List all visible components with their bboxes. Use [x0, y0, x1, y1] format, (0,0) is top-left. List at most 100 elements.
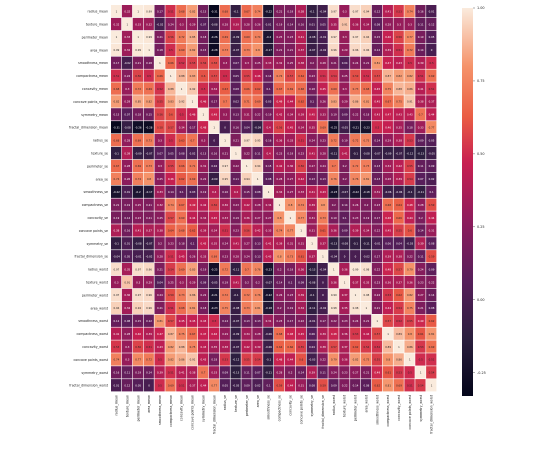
- cell-value-label: 0.28: [385, 177, 391, 181]
- heatmap-cell: [187, 301, 198, 314]
- cell-value-label: 0.19: [233, 216, 239, 220]
- cell-value-label: 0.34: [244, 332, 250, 336]
- heatmap-cell: [284, 185, 296, 198]
- cell-value-label: 0.42: [244, 345, 250, 349]
- heatmap-cell: [121, 43, 133, 56]
- heatmap-cell: [121, 314, 133, 327]
- cell-value-label: -0.02: [146, 254, 153, 258]
- heatmap-cell: [208, 288, 220, 302]
- cell-value-label: 0.72: [146, 358, 152, 362]
- heatmap-cell: [132, 314, 143, 327]
- cell-value-label: 0.21: [331, 61, 337, 65]
- heatmap-cell: [360, 353, 372, 366]
- cell-value-label: 0.21: [146, 203, 152, 207]
- heatmap-cell: [187, 134, 198, 147]
- cell-value-label: 0.26: [190, 254, 196, 258]
- heatmap-cell: [350, 108, 361, 121]
- cell-value-label: -0.1: [233, 9, 238, 13]
- heatmap-cell: [317, 146, 328, 160]
- column-tick-label: perimeter_worst: [354, 394, 358, 421]
- cell-value-label: 0.69: [255, 100, 261, 104]
- cell-value-label: -0.23: [211, 306, 218, 310]
- cell-value-label: 1: [192, 100, 194, 104]
- cell-value-label: 0.55: [374, 358, 380, 362]
- cell-value-label: 0.86: [190, 293, 196, 297]
- heatmap-cell: [154, 56, 165, 69]
- heatmap-cell: [241, 30, 252, 44]
- row-tick-label: area_se: [96, 177, 108, 181]
- heatmap-cell: [230, 56, 241, 69]
- heatmap-cell: [143, 17, 154, 31]
- row-tick-label: area_worst: [91, 306, 109, 310]
- heatmap-cell: [197, 30, 209, 44]
- cell-value-label: 0.19: [222, 280, 228, 284]
- heatmap-cell: [165, 134, 176, 147]
- heatmap-cell: [382, 250, 393, 263]
- heatmap-cell: [241, 17, 252, 31]
- cell-value-label: 0.43: [200, 358, 206, 362]
- cell-value-label: 0.41: [342, 151, 348, 155]
- cell-value-label: 0.99: [146, 9, 152, 13]
- cell-value-label: 0.13: [374, 164, 380, 168]
- heatmap-cell: [252, 263, 263, 276]
- cell-value-label: 0.04: [157, 280, 163, 284]
- cell-value-label: 0.37: [190, 383, 196, 387]
- heatmap-cell: [415, 211, 426, 224]
- heatmap-cell: [241, 314, 252, 327]
- heatmap-cell: [295, 353, 306, 366]
- cell-value-label: 0.57: [374, 332, 380, 336]
- cell-value-label: 0.19: [331, 113, 337, 117]
- cell-value-label: -0.13: [417, 151, 424, 155]
- cell-value-label: 0.25: [277, 35, 283, 39]
- heatmap-cell: [252, 340, 263, 353]
- heatmap-cell: [219, 108, 230, 121]
- row-tick-label: concave points_worst: [74, 358, 109, 362]
- column-tick-label: concave points_mean: [191, 395, 195, 430]
- heatmap-cell: [208, 17, 220, 31]
- cell-value-label: 0.62: [429, 319, 435, 323]
- heatmap-cell: [230, 30, 241, 44]
- heatmap-cell: [154, 198, 165, 211]
- heatmap-cell: [274, 198, 285, 211]
- cell-value-label: 0.5: [419, 358, 423, 362]
- heatmap-cell: [263, 159, 274, 173]
- heatmap-cell: [350, 30, 361, 44]
- cell-value-label: 0.1: [343, 216, 347, 220]
- heatmap-cell: [295, 288, 306, 302]
- heatmap-cell: [426, 366, 437, 379]
- cell-value-label: 0.83: [190, 74, 196, 78]
- cell-value-label: 0.31: [266, 319, 272, 323]
- cell-value-label: 0.18: [363, 113, 369, 117]
- cell-value-label: 0.1: [180, 190, 184, 194]
- heatmap-cell: [328, 327, 339, 340]
- cell-value-label: 0.27: [287, 177, 293, 181]
- heatmap-cell: [219, 30, 230, 44]
- heatmap-cell: [339, 211, 350, 224]
- cell-value-label: 0.69: [179, 48, 185, 52]
- heatmap-cell: [111, 69, 122, 82]
- heatmap-cell: [306, 275, 317, 289]
- cell-value-label: 0.19: [287, 9, 293, 13]
- heatmap-cell: [339, 250, 350, 263]
- cell-value-label: 0.94: [114, 306, 120, 310]
- heatmap-cell: [350, 172, 361, 185]
- cell-value-label: 0.25: [157, 216, 163, 220]
- cell-value-label: 0.2: [277, 306, 281, 310]
- heatmap-cell: [132, 172, 143, 185]
- cell-value-label: 0.09: [342, 113, 348, 117]
- heatmap-cell: [121, 185, 133, 198]
- heatmap-cell: [143, 237, 154, 250]
- cell-value-label: 0.94: [244, 177, 250, 181]
- cell-value-label: 0.08: [124, 319, 130, 323]
- cell-value-label: 0.81: [363, 100, 369, 104]
- cell-value-label: 0.17: [320, 319, 326, 323]
- cell-value-label: 0.8: [288, 203, 292, 207]
- heatmap-cell: [197, 224, 209, 237]
- heatmap-cell: [143, 134, 154, 147]
- heatmap-cell: [328, 366, 339, 379]
- cell-value-label: 0.52: [396, 319, 402, 323]
- heatmap-cell: [121, 108, 133, 121]
- cell-value-label: 0.56: [277, 125, 283, 129]
- column-tick-label: area_worst: [364, 394, 368, 412]
- cell-value-label: 0.24: [244, 254, 250, 258]
